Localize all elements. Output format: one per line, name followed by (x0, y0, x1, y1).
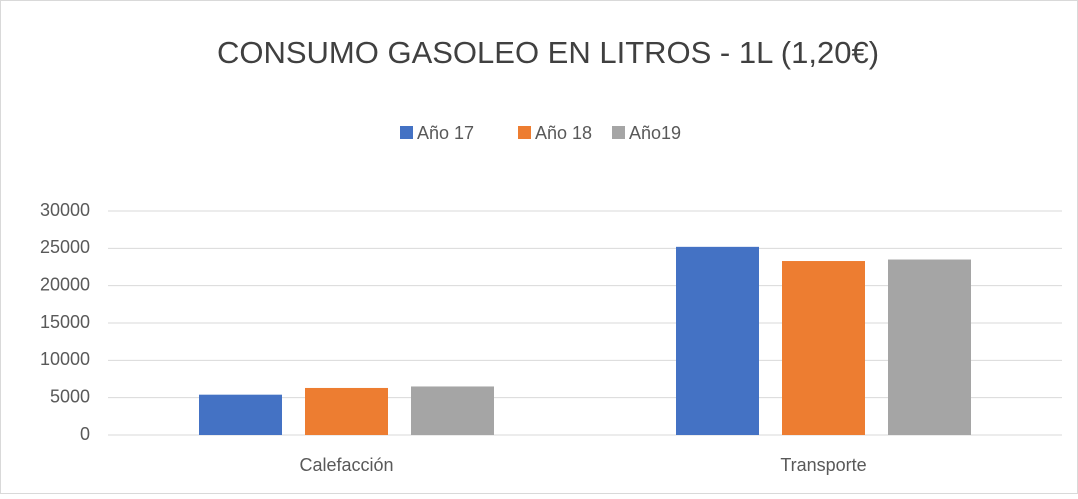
x-tick-label: Transporte (780, 455, 866, 475)
y-tick-label: 20000 (40, 274, 90, 294)
legend-swatch (400, 126, 413, 139)
bar (199, 394, 282, 435)
bar (888, 259, 971, 435)
y-tick-label: 10000 (40, 349, 90, 369)
bar (305, 387, 388, 435)
bar (782, 261, 865, 435)
x-tick-label: Calefacción (299, 455, 393, 475)
bar (676, 246, 759, 435)
legend-label: Año 17 (417, 123, 474, 143)
legend-label: Año 18 (535, 123, 592, 143)
y-tick-label: 0 (80, 424, 90, 444)
y-tick-label: 30000 (40, 200, 90, 220)
legend-label: Año19 (629, 123, 681, 143)
legend-swatch (518, 126, 531, 139)
legend-swatch (612, 126, 625, 139)
y-tick-label: 15000 (40, 312, 90, 332)
y-tick-label: 5000 (50, 386, 90, 406)
chart-title: CONSUMO GASOLEO EN LITROS - 1L (1,20€) (217, 35, 879, 70)
bar (411, 386, 494, 435)
y-tick-label: 25000 (40, 237, 90, 257)
